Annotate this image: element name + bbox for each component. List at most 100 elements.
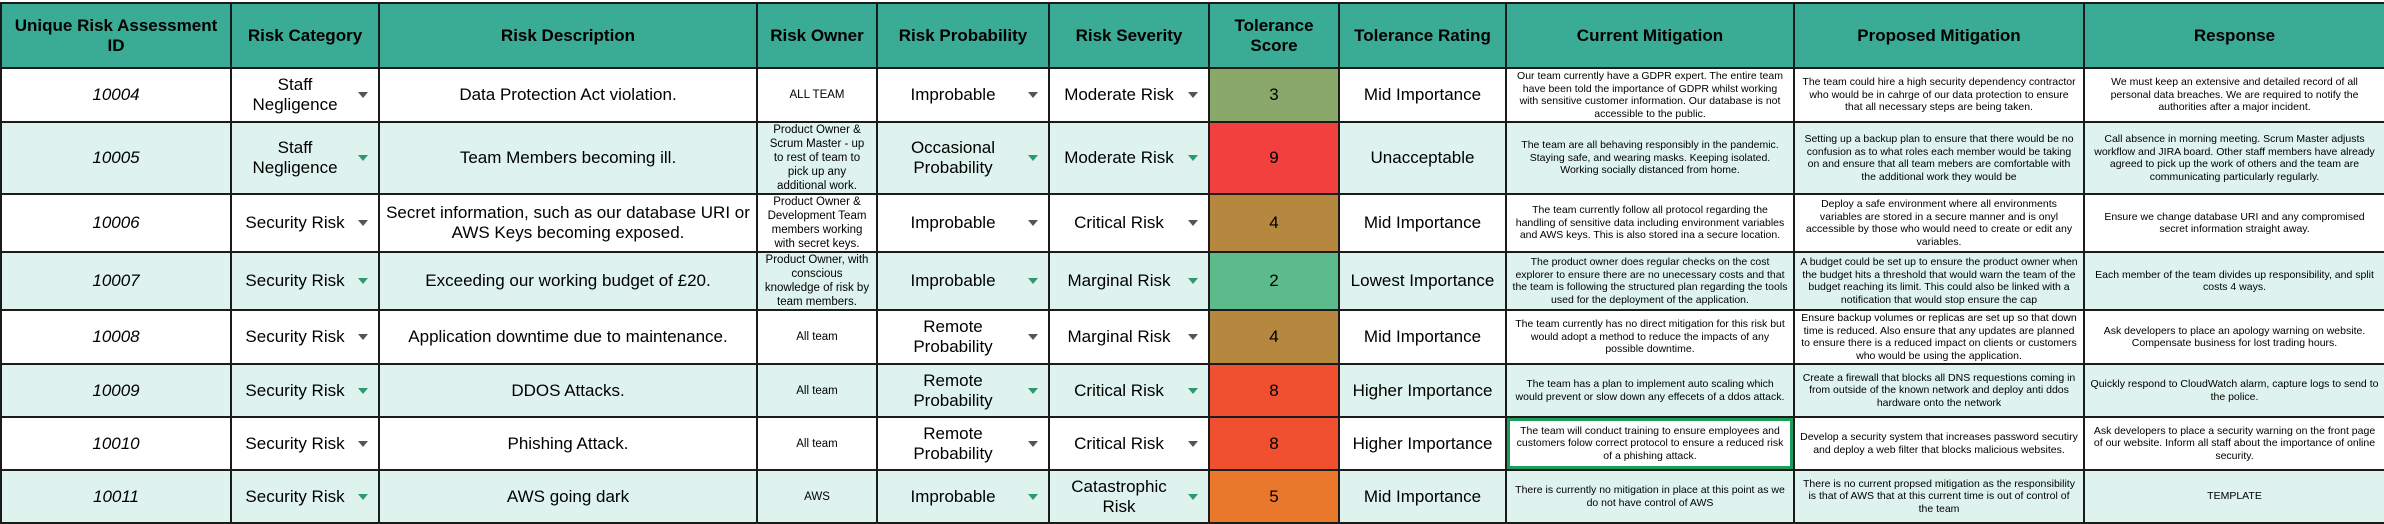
dropdown-arrow-icon[interactable] [358,493,368,500]
cell-description[interactable]: Application downtime due to maintenance. [378,309,758,365]
severity-dropdown[interactable]: Critical Risk [1048,363,1210,418]
cell-description[interactable]: Phishing Attack. [378,416,758,471]
cell-tolerance-score[interactable]: 8 [1208,363,1340,418]
dropdown-arrow-icon[interactable] [358,220,368,226]
cell-owner[interactable]: All team [756,416,878,471]
cell-proposed-mitigation[interactable]: Create a firewall that blocks all DNS re… [1793,363,2085,418]
severity-dropdown[interactable]: Moderate Risk [1048,67,1210,123]
probability-dropdown[interactable]: Improbable [876,193,1050,253]
severity-dropdown[interactable]: Marginal Risk [1048,309,1210,365]
cell-owner[interactable]: All team [756,309,878,365]
dropdown-arrow-icon[interactable] [1028,92,1038,98]
cell-id[interactable]: 10011 [0,469,232,524]
cell-response[interactable]: Ensure we change database URI and any co… [2083,193,2384,253]
cell-description[interactable]: Team Members becoming ill. [378,121,758,195]
probability-dropdown[interactable]: Occasional Probability [876,121,1050,195]
dropdown-arrow-icon[interactable] [1188,493,1198,500]
header-category[interactable]: Risk Category [230,2,380,69]
dropdown-arrow-icon[interactable] [358,440,368,447]
dropdown-arrow-icon[interactable] [1188,155,1198,161]
cell-proposed-mitigation[interactable]: There is no current propsed mitigation a… [1793,469,2085,524]
cell-tolerance-score[interactable]: 4 [1208,309,1340,365]
severity-dropdown[interactable]: Critical Risk [1048,416,1210,471]
cell-id[interactable]: 10008 [0,309,232,365]
dropdown-arrow-icon[interactable] [1188,334,1198,340]
cell-description[interactable]: Exceeding our working budget of £20. [378,251,758,311]
header-response[interactable]: Response [2083,2,2384,69]
cell-description[interactable]: Secret information, such as our database… [378,193,758,253]
category-dropdown[interactable]: Security Risk [230,309,380,365]
severity-dropdown[interactable]: Moderate Risk [1048,121,1210,195]
probability-dropdown[interactable]: Improbable [876,469,1050,524]
cell-proposed-mitigation[interactable]: Ensure backup volumes or replicas are se… [1793,309,2085,365]
category-dropdown[interactable]: Staff Negligence [230,121,380,195]
cell-tolerance-rating[interactable]: Lowest Importance [1338,251,1507,311]
cell-tolerance-rating[interactable]: Unacceptable [1338,121,1507,195]
header-id[interactable]: Unique Risk Assessment ID [0,2,232,69]
cell-response[interactable]: We must keep an extensive and detailed r… [2083,67,2384,123]
cell-tolerance-rating[interactable]: Mid Importance [1338,309,1507,365]
cell-tolerance-rating[interactable]: Mid Importance [1338,469,1507,524]
cell-response[interactable]: Quickly respond to CloudWatch alarm, cap… [2083,363,2384,418]
dropdown-arrow-icon[interactable] [1028,493,1038,500]
cell-response[interactable]: Ask developers to place an apology warni… [2083,309,2384,365]
probability-dropdown[interactable]: Remote Probability [876,363,1050,418]
cell-id[interactable]: 10005 [0,121,232,195]
cell-description[interactable]: AWS going dark [378,469,758,524]
cell-tolerance-score[interactable]: 5 [1208,469,1340,524]
dropdown-arrow-icon[interactable] [1028,387,1038,394]
dropdown-arrow-icon[interactable] [358,278,368,284]
dropdown-arrow-icon[interactable] [358,92,368,98]
cell-id[interactable]: 10006 [0,193,232,253]
cell-owner[interactable]: ALL TEAM [756,67,878,123]
cell-response[interactable]: Each member of the team divides up respo… [2083,251,2384,311]
dropdown-arrow-icon[interactable] [358,387,368,394]
cell-id[interactable]: 10009 [0,363,232,418]
dropdown-arrow-icon[interactable] [1028,155,1038,161]
dropdown-arrow-icon[interactable] [358,155,368,161]
dropdown-arrow-icon[interactable] [1188,278,1198,284]
cell-current-mitigation[interactable]: The team currently follow all protocol r… [1505,193,1795,253]
dropdown-arrow-icon[interactable] [1028,278,1038,284]
cell-current-mitigation[interactable]: Our team currently have a GDPR expert. T… [1505,67,1795,123]
dropdown-arrow-icon[interactable] [1188,92,1198,98]
category-dropdown[interactable]: Security Risk [230,363,380,418]
cell-description[interactable]: Data Protection Act violation. [378,67,758,123]
cell-tolerance-rating[interactable]: Mid Importance [1338,67,1507,123]
cell-owner[interactable]: Product Owner & Scrum Master - up to res… [756,121,878,195]
cell-tolerance-score[interactable]: 2 [1208,251,1340,311]
dropdown-arrow-icon[interactable] [1188,440,1198,447]
cell-response[interactable]: Ask developers to place a security warni… [2083,416,2384,471]
cell-tolerance-rating[interactable]: Mid Importance [1338,193,1507,253]
cell-id[interactable]: 10004 [0,67,232,123]
probability-dropdown[interactable]: Improbable [876,67,1050,123]
cell-current-mitigation[interactable]: The team has a plan to implement auto sc… [1505,363,1795,418]
category-dropdown[interactable]: Security Risk [230,193,380,253]
cell-id[interactable]: 10007 [0,251,232,311]
category-dropdown[interactable]: Security Risk [230,416,380,471]
cell-proposed-mitigation[interactable]: A budget could be set up to ensure the p… [1793,251,2085,311]
cell-proposed-mitigation[interactable]: Develop a security system that increases… [1793,416,2085,471]
severity-dropdown[interactable]: Critical Risk [1048,193,1210,253]
cell-tolerance-score[interactable]: 9 [1208,121,1340,195]
probability-dropdown[interactable]: Remote Probability [876,416,1050,471]
category-dropdown[interactable]: Security Risk [230,251,380,311]
cell-proposed-mitigation[interactable]: The team could hire a high security depe… [1793,67,2085,123]
cell-tolerance-rating[interactable]: Higher Importance [1338,363,1507,418]
cell-current-mitigation[interactable]: There is currently no mitigation in plac… [1505,469,1795,524]
severity-dropdown[interactable]: Catastrophic Risk [1048,469,1210,524]
cell-proposed-mitigation[interactable]: Setting up a backup plan to ensure that … [1793,121,2085,195]
cell-current-mitigation[interactable]: The product owner does regular checks on… [1505,251,1795,311]
cell-tolerance-rating[interactable]: Higher Importance [1338,416,1507,471]
category-dropdown[interactable]: Staff Negligence [230,67,380,123]
cell-description[interactable]: DDOS Attacks. [378,363,758,418]
header-current-mitigation[interactable]: Current Mitigation [1505,2,1795,69]
probability-dropdown[interactable]: Remote Probability [876,309,1050,365]
dropdown-arrow-icon[interactable] [1028,440,1038,447]
cell-tolerance-score[interactable]: 8 [1208,416,1340,471]
cell-current-mitigation[interactable]: The team currently has no direct mitigat… [1505,309,1795,365]
cell-current-mitigation-selected[interactable]: The team will conduct training to ensure… [1505,416,1795,471]
cell-tolerance-score[interactable]: 4 [1208,193,1340,253]
probability-dropdown[interactable]: Improbable [876,251,1050,311]
dropdown-arrow-icon[interactable] [1028,334,1038,340]
